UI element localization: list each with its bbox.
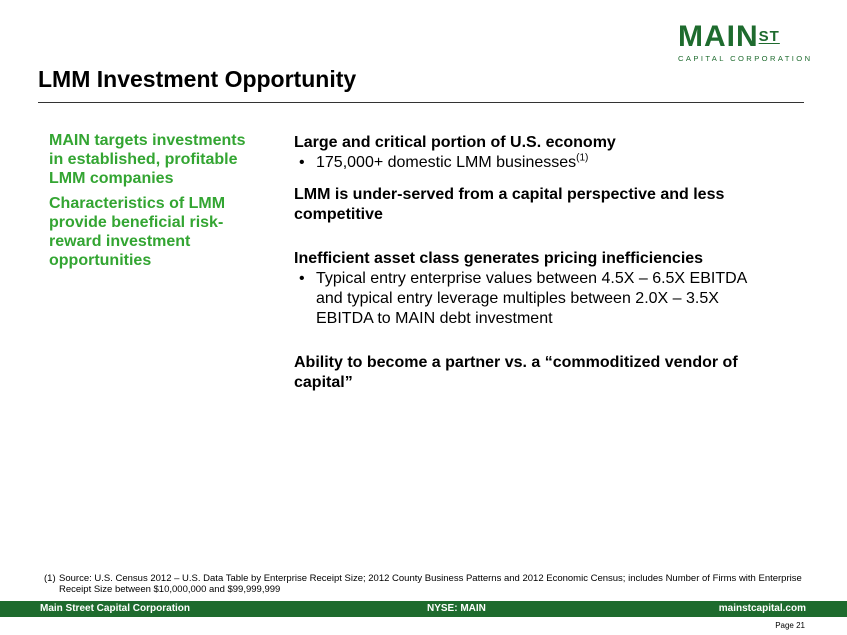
footnote-reference: (1) xyxy=(576,152,589,164)
bullet-item: • 175,000+ domestic LMM businesses(1) xyxy=(294,153,774,173)
section-underserved: LMM is under-served from a capital persp… xyxy=(294,185,774,225)
title-divider xyxy=(38,102,804,103)
key-points-column: MAIN targets investments in established,… xyxy=(49,131,249,276)
bullet-list: • 175,000+ domestic LMM businesses(1) xyxy=(294,153,774,173)
bullet-text: 175,000+ domestic LMM businesses xyxy=(316,154,577,171)
footnote-label: (1) xyxy=(44,573,56,584)
section-inefficiencies: Inefficient asset class generates pricin… xyxy=(294,249,774,329)
company-logo: MAINST CAPITAL CORPORATION xyxy=(678,22,813,64)
logo-st-text: ST xyxy=(758,28,780,45)
logo-subtitle: CAPITAL CORPORATION xyxy=(678,54,813,63)
bullet-marker: • xyxy=(299,270,305,287)
page-title: LMM Investment Opportunity xyxy=(38,66,357,92)
bullet-marker: • xyxy=(299,154,305,171)
logo-wordmark: MAINST xyxy=(678,22,796,52)
bullet-text: Typical entry enterprise values between … xyxy=(316,270,747,327)
key-point: MAIN targets investments in established,… xyxy=(49,132,246,187)
section-economy: Large and critical portion of U.S. econo… xyxy=(294,133,774,173)
footer-company: Main Street Capital Corporation xyxy=(40,603,191,614)
footnote-text: Source: U.S. Census 2012 – U.S. Data Tab… xyxy=(59,573,802,595)
bullet-list: • Typical entry enterprise values betwee… xyxy=(294,269,774,329)
section-heading: Ability to become a partner vs. a “commo… xyxy=(294,354,738,391)
bullet-item: • Typical entry enterprise values betwee… xyxy=(294,269,774,329)
section-heading: Inefficient asset class generates pricin… xyxy=(294,250,704,267)
section-partner: Ability to become a partner vs. a “commo… xyxy=(294,353,774,393)
section-heading: LMM is under-served from a capital persp… xyxy=(294,186,725,223)
footnote: (1) Source: U.S. Census 2012 – U.S. Data… xyxy=(44,573,819,595)
section-heading: Large and critical portion of U.S. econo… xyxy=(294,134,616,151)
footer-bar: Main Street Capital Corporation NYSE: MA… xyxy=(0,601,847,617)
key-point: Characteristics of LMM provide beneficia… xyxy=(49,195,226,269)
logo-main-text: MAIN xyxy=(678,20,759,53)
page-number: Page 21 xyxy=(775,621,805,630)
details-column: Large and critical portion of U.S. econo… xyxy=(294,133,774,405)
footer-website: mainstcapital.com xyxy=(718,603,806,614)
footer-ticker: NYSE: MAIN xyxy=(427,603,486,614)
